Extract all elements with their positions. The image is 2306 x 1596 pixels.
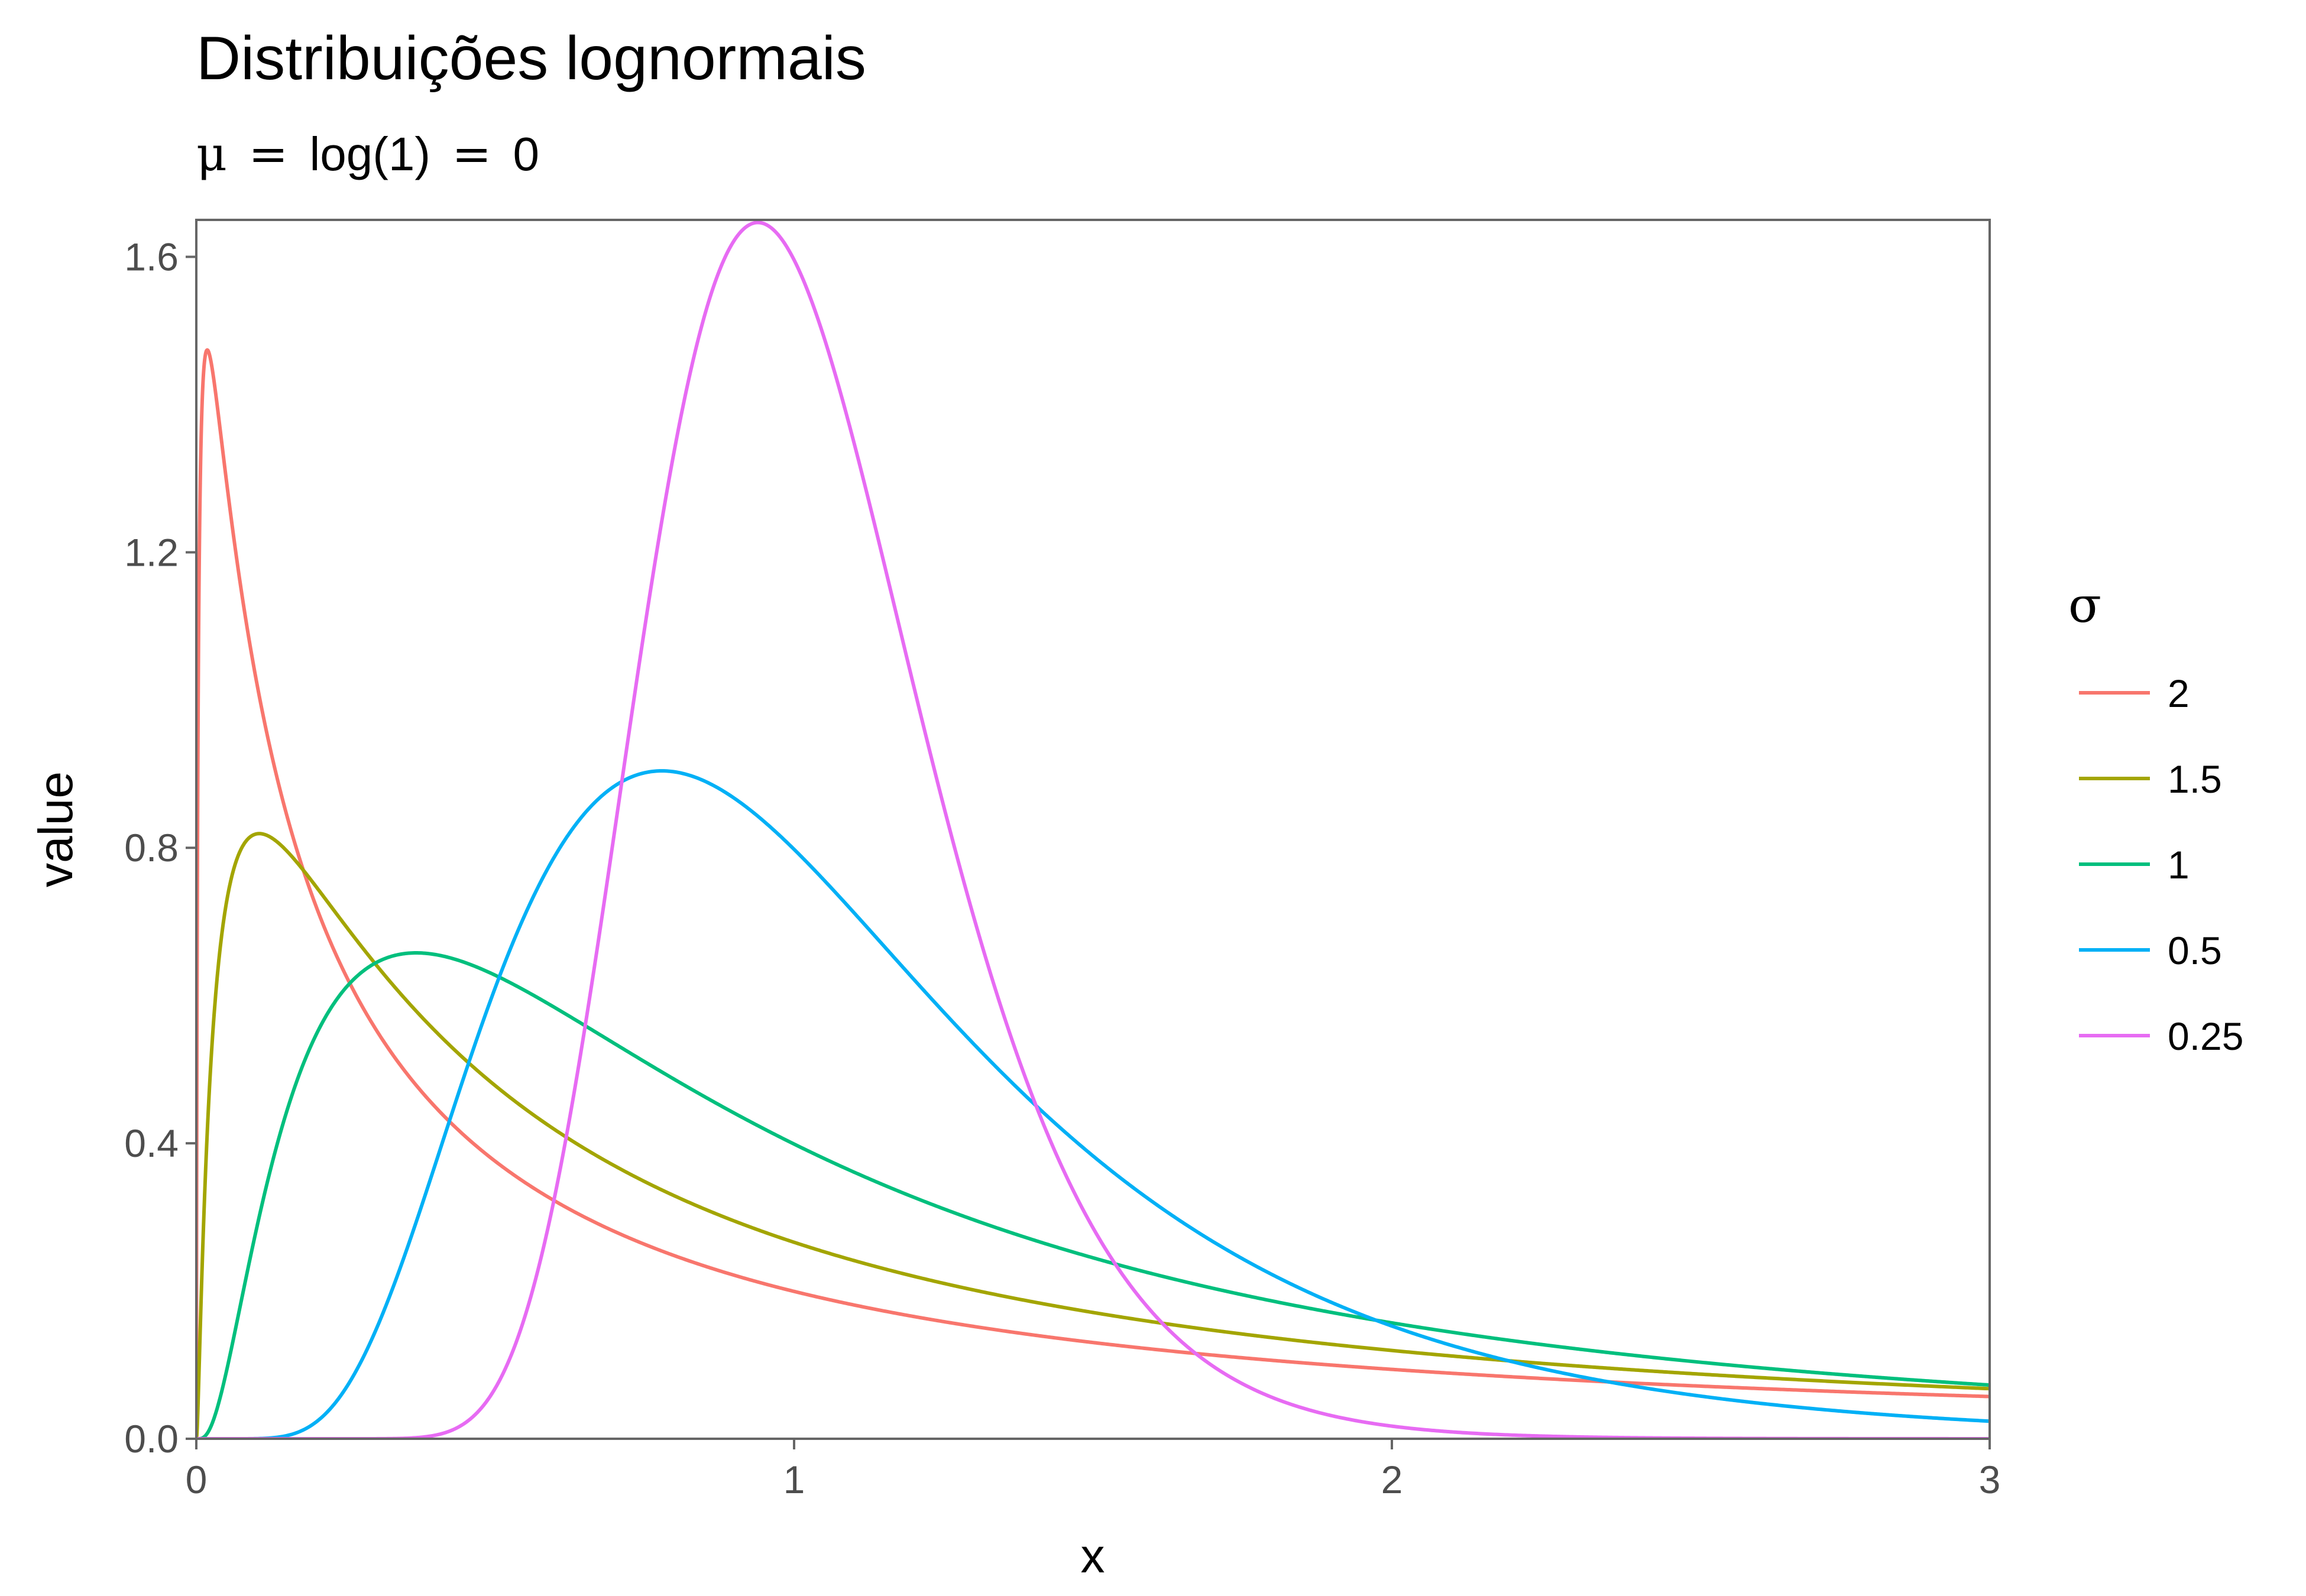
subtitle-mu-symbol: μ [196, 126, 227, 181]
legend-item: 0.25 [2079, 1014, 2243, 1058]
series-line-sigma-1-5 [196, 832, 1990, 1439]
y-tick-label: 1.2 [124, 530, 179, 574]
y-tick-label: 0.8 [124, 826, 179, 870]
series-line-sigma-0-5 [196, 769, 1990, 1439]
y-axis-title: value [29, 771, 83, 887]
x-axis: 0 1 2 3 [186, 1439, 2001, 1501]
y-axis: 0.0 0.4 0.8 1.2 1.6 [124, 235, 196, 1461]
legend: σ 2 1.5 1 0.5 0.25 [2068, 578, 2243, 1058]
plot-panel-border [195, 219, 1991, 1440]
legend-label: 0.25 [2168, 1014, 2243, 1058]
legend-item: 1.5 [2079, 757, 2222, 801]
x-tick-label: 3 [1979, 1458, 2001, 1501]
subtitle-expression: log(1) [310, 128, 431, 180]
subtitle-equals-1: = [248, 126, 288, 181]
legend-item: 2 [2079, 672, 2190, 715]
legend-label: 2 [2168, 672, 2190, 715]
legend-items: 2 1.5 1 0.5 0.25 [2079, 672, 2243, 1058]
subtitle-value: 0 [513, 128, 540, 180]
y-tick-label: 1.6 [124, 235, 179, 278]
chart-title: Distribuições lognormais [196, 24, 866, 93]
legend-title: σ [2068, 578, 2101, 634]
x-axis-title: x [1081, 1529, 1105, 1583]
legend-label: 0.5 [2168, 929, 2222, 972]
x-tick-label: 1 [783, 1458, 805, 1501]
legend-item: 0.5 [2079, 929, 2222, 972]
x-tick-label: 0 [186, 1458, 208, 1501]
x-tick-label: 2 [1381, 1458, 1403, 1501]
series-line-sigma-1 [196, 951, 1990, 1439]
legend-label: 1.5 [2168, 757, 2222, 801]
subtitle-equals-2: = [452, 126, 491, 181]
series-line-sigma-2 [196, 348, 1990, 1439]
chart-subtitle: μ = log(1) = 0 [196, 126, 539, 181]
y-tick-label: 0.0 [124, 1417, 179, 1461]
series-group [196, 220, 1990, 1439]
legend-item: 1 [2079, 843, 2190, 887]
y-tick-label: 0.4 [124, 1121, 179, 1165]
legend-label: 1 [2168, 843, 2190, 887]
